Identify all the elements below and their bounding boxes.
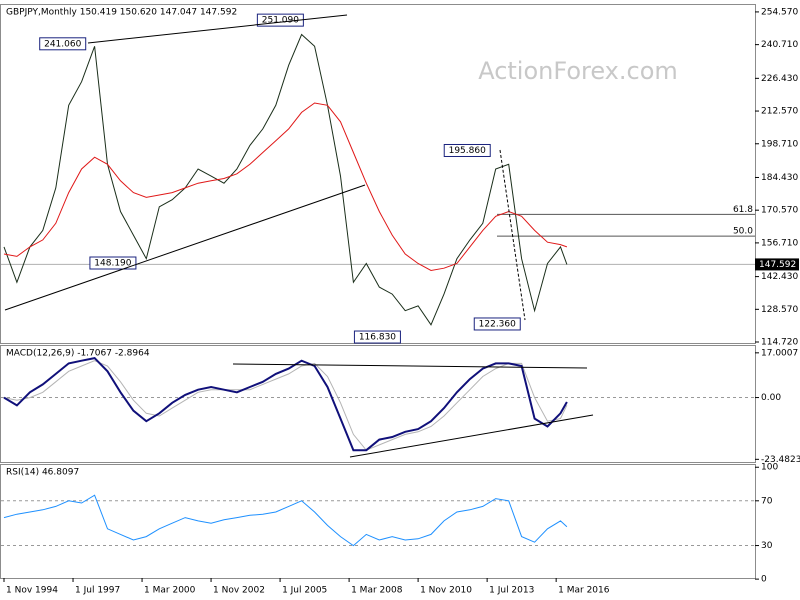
- y-tick-label: 114.720: [761, 338, 798, 348]
- trend-lines: [4, 14, 594, 458]
- y-tick-label: -23.4823: [761, 455, 800, 465]
- y-tick-label: 156.710: [761, 238, 798, 248]
- price-label-box: [473, 317, 521, 331]
- y-tick-label: 100: [761, 463, 778, 473]
- price-label-box: [39, 37, 87, 51]
- trend-line: [4, 184, 366, 311]
- y-tick-label: 0.00: [761, 393, 781, 403]
- x-tick-label: 1 Nov 1994: [6, 586, 58, 596]
- series-line: [3, 102, 568, 272]
- price-label-box: [443, 143, 491, 157]
- x-tick-label: 1 Jul 2013: [489, 586, 534, 596]
- x-tick-label: 1 Mar 2000: [144, 586, 196, 596]
- last-price-box: [755, 258, 799, 271]
- y-tick-label: 142.430: [761, 272, 798, 282]
- x-tick-label: 1 Jul 1997: [75, 586, 120, 596]
- panel-title: RSI(14) 46.8097: [6, 468, 79, 478]
- fib-label: 50.0: [733, 227, 753, 237]
- rsi-panel: [0, 464, 756, 579]
- x-tick-label: 1 Nov 2002: [213, 586, 265, 596]
- fib-label: 61.8: [733, 205, 753, 215]
- x-tick-label: 1 Jul 2005: [282, 586, 327, 596]
- y-tick-label: 0: [761, 575, 767, 585]
- macd-panel: [0, 345, 756, 463]
- price-label-box: [353, 330, 401, 344]
- y-tick-label: 170.570: [761, 206, 798, 216]
- x-tick-label: 1 Mar 2016: [558, 586, 610, 596]
- price-label: 195.860: [449, 146, 486, 156]
- y-tick-label: 198.710: [761, 139, 798, 149]
- y-tick-label: 226.430: [761, 74, 798, 84]
- y-tick-label: 128.570: [761, 305, 798, 315]
- last-price-label: 147.592: [759, 260, 796, 270]
- series-line: [3, 33, 568, 326]
- trend-line: [349, 414, 594, 458]
- fib-line: [499, 149, 526, 321]
- x-tick-label: 1 Mar 2008: [351, 586, 403, 596]
- y-tick-label: 30: [761, 541, 773, 551]
- series-line: [3, 357, 568, 452]
- trend-line: [87, 14, 348, 44]
- price-label: 116.830: [359, 333, 396, 343]
- trend-line: [232, 363, 588, 369]
- price-label: 148.190: [94, 259, 131, 269]
- y-tick-label: 70: [761, 496, 773, 506]
- price-label: 241.060: [44, 39, 81, 49]
- panel-title: MACD(12,26,9) -1.7067 -2.8964: [6, 349, 150, 359]
- watermark: ActionForex.com: [478, 57, 678, 85]
- y-tick-label: 212.570: [761, 107, 798, 117]
- y-tick-label: 254.570: [761, 7, 798, 17]
- y-tick-label: 184.430: [761, 173, 798, 183]
- y-tick-label: 240.710: [761, 40, 798, 50]
- panel-title: GBPJPY,Monthly 150.419 150.620 147.047 1…: [6, 8, 237, 18]
- price-label-box: [89, 256, 137, 270]
- x-tick-label: 1 Nov 2010: [420, 586, 472, 596]
- series-line: [3, 494, 568, 547]
- price-label: 251.090: [262, 16, 299, 26]
- price-label: 122.360: [479, 319, 516, 329]
- y-tick-label: 17.0007: [761, 348, 798, 358]
